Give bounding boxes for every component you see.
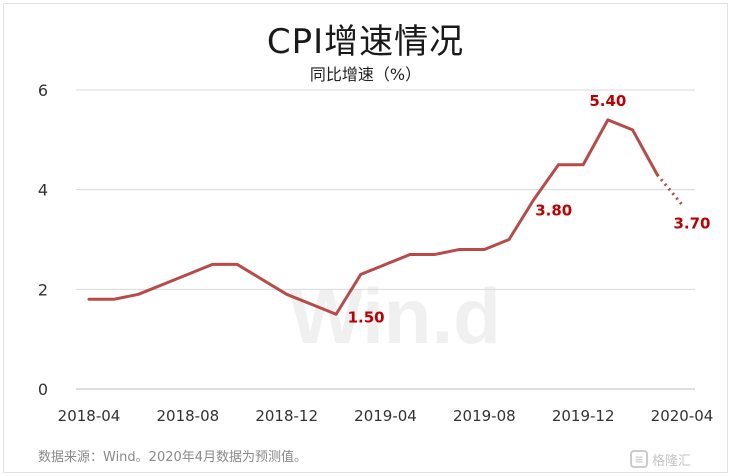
y-tick-label: 0 — [38, 380, 48, 399]
x-tick-label: 2019-12 — [552, 407, 615, 425]
x-tick-label: 2018-12 — [255, 407, 318, 425]
source-note: 数据来源：Wind。2020年4月数据为预测值。 — [38, 450, 308, 465]
chart-title: CPI增速情况 — [266, 22, 465, 62]
x-tick-label: 2019-04 — [354, 407, 417, 425]
cpi-forecast-line — [656, 173, 684, 206]
gelonghui-logo: ≡ 格隆汇 — [630, 446, 726, 472]
x-tick-label: 2020-04 — [651, 407, 714, 425]
cpi-series-line — [87, 118, 659, 316]
y-tick-label: 6 — [38, 81, 48, 100]
stacked-book-logo-icon: ≡ — [630, 450, 648, 468]
y-tick-label: 2 — [38, 280, 48, 299]
data-label: 3.70 — [673, 215, 710, 233]
x-tick-label: 2018-08 — [156, 407, 219, 425]
y-tick-label: 4 — [38, 181, 48, 200]
x-tick-label: 2019-08 — [453, 407, 516, 425]
logo-text: 格隆汇 — [652, 453, 692, 469]
x-tick-label: 2018-04 — [58, 407, 121, 425]
data-label: 3.80 — [535, 202, 572, 220]
chart-subtitle: 同比增速（%） — [309, 65, 422, 84]
chart-frame — [3, 3, 728, 473]
data-label: 1.50 — [348, 308, 385, 326]
data-label: 5.40 — [589, 92, 626, 110]
wind-watermark: Win.d — [289, 272, 501, 360]
